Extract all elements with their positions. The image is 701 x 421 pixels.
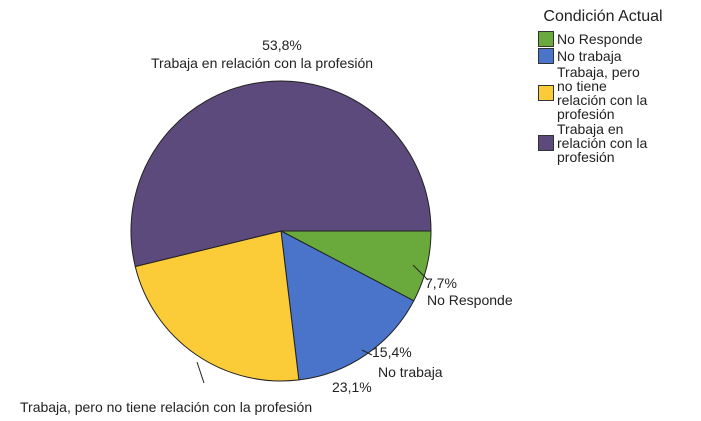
data-label: 15,4% [372,344,412,360]
legend-swatch [538,31,554,47]
legend-swatch [538,48,554,64]
pie-area: 7,7%No Responde 15,4% No trabaja 23,1% Traba… [20,37,513,415]
legend-label: Trabaja en relación con la profesión [557,121,648,165]
slice-name: Trabaja, pero no tiene relación con la p… [20,399,312,415]
pie-slice [134,230,300,382]
legend-item: No Responde [538,31,698,47]
legend-title: Condición Actual [543,8,663,25]
data-label: 7,7% [425,275,457,291]
legend: Condición Actual No Responde No trabaja Tr… [538,8,698,165]
leader-line [412,264,429,281]
legend-swatch [538,135,554,151]
legend-label: No trabaja [557,48,622,64]
data-label: 23,1% [332,379,372,395]
legend-item: Trabaja, pero no tiene relación con la p… [538,65,698,121]
slice-name: No trabaja [378,364,443,380]
leader-line [196,361,205,384]
slice-name: No Responde [427,292,513,308]
leader-line [361,349,373,356]
slice-name: Trabaja en relación con la profesión [151,55,373,71]
legend-label: No Responde [557,31,643,47]
pie-slice [280,230,415,381]
legend-swatch [538,85,554,101]
legend-label: Trabaja, pero no tiene relación con la p… [557,64,648,122]
pie-slice [130,80,432,268]
data-label: 53,8% [262,37,302,53]
legend-item: No trabaja [538,48,698,64]
legend-item: Trabaja en relación con la profesión [538,122,698,164]
